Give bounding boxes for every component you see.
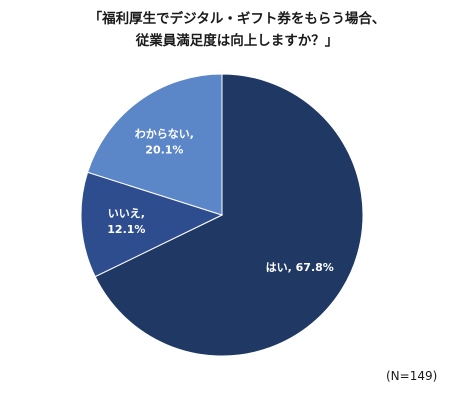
slice-label-2-line-1: いいえ,	[108, 207, 145, 220]
sample-size-note: (N=149)	[386, 369, 438, 383]
chart-title: 「福利厚生でデジタル・ギフト券をもらう場合、 従業員満足度は向上しますか？」	[0, 8, 474, 52]
slice-label-1-line-1: はい, 67.8%	[266, 261, 334, 274]
slice-label-3-line-2: 20.1%	[145, 143, 183, 156]
pie-slice-2	[80, 171, 224, 278]
slice-label-3-line-1: わからない,	[135, 127, 194, 140]
slice-label-2-line-2: 12.1%	[107, 223, 145, 236]
chart-title-line-1: 「福利厚生でデジタル・ギフト券をもらう場合、	[88, 11, 386, 27]
pie-slice-3	[87, 73, 223, 216]
pie-slice-1	[94, 73, 364, 357]
chart-title-line-2: 従業員満足度は向上しますか？」	[135, 33, 339, 49]
